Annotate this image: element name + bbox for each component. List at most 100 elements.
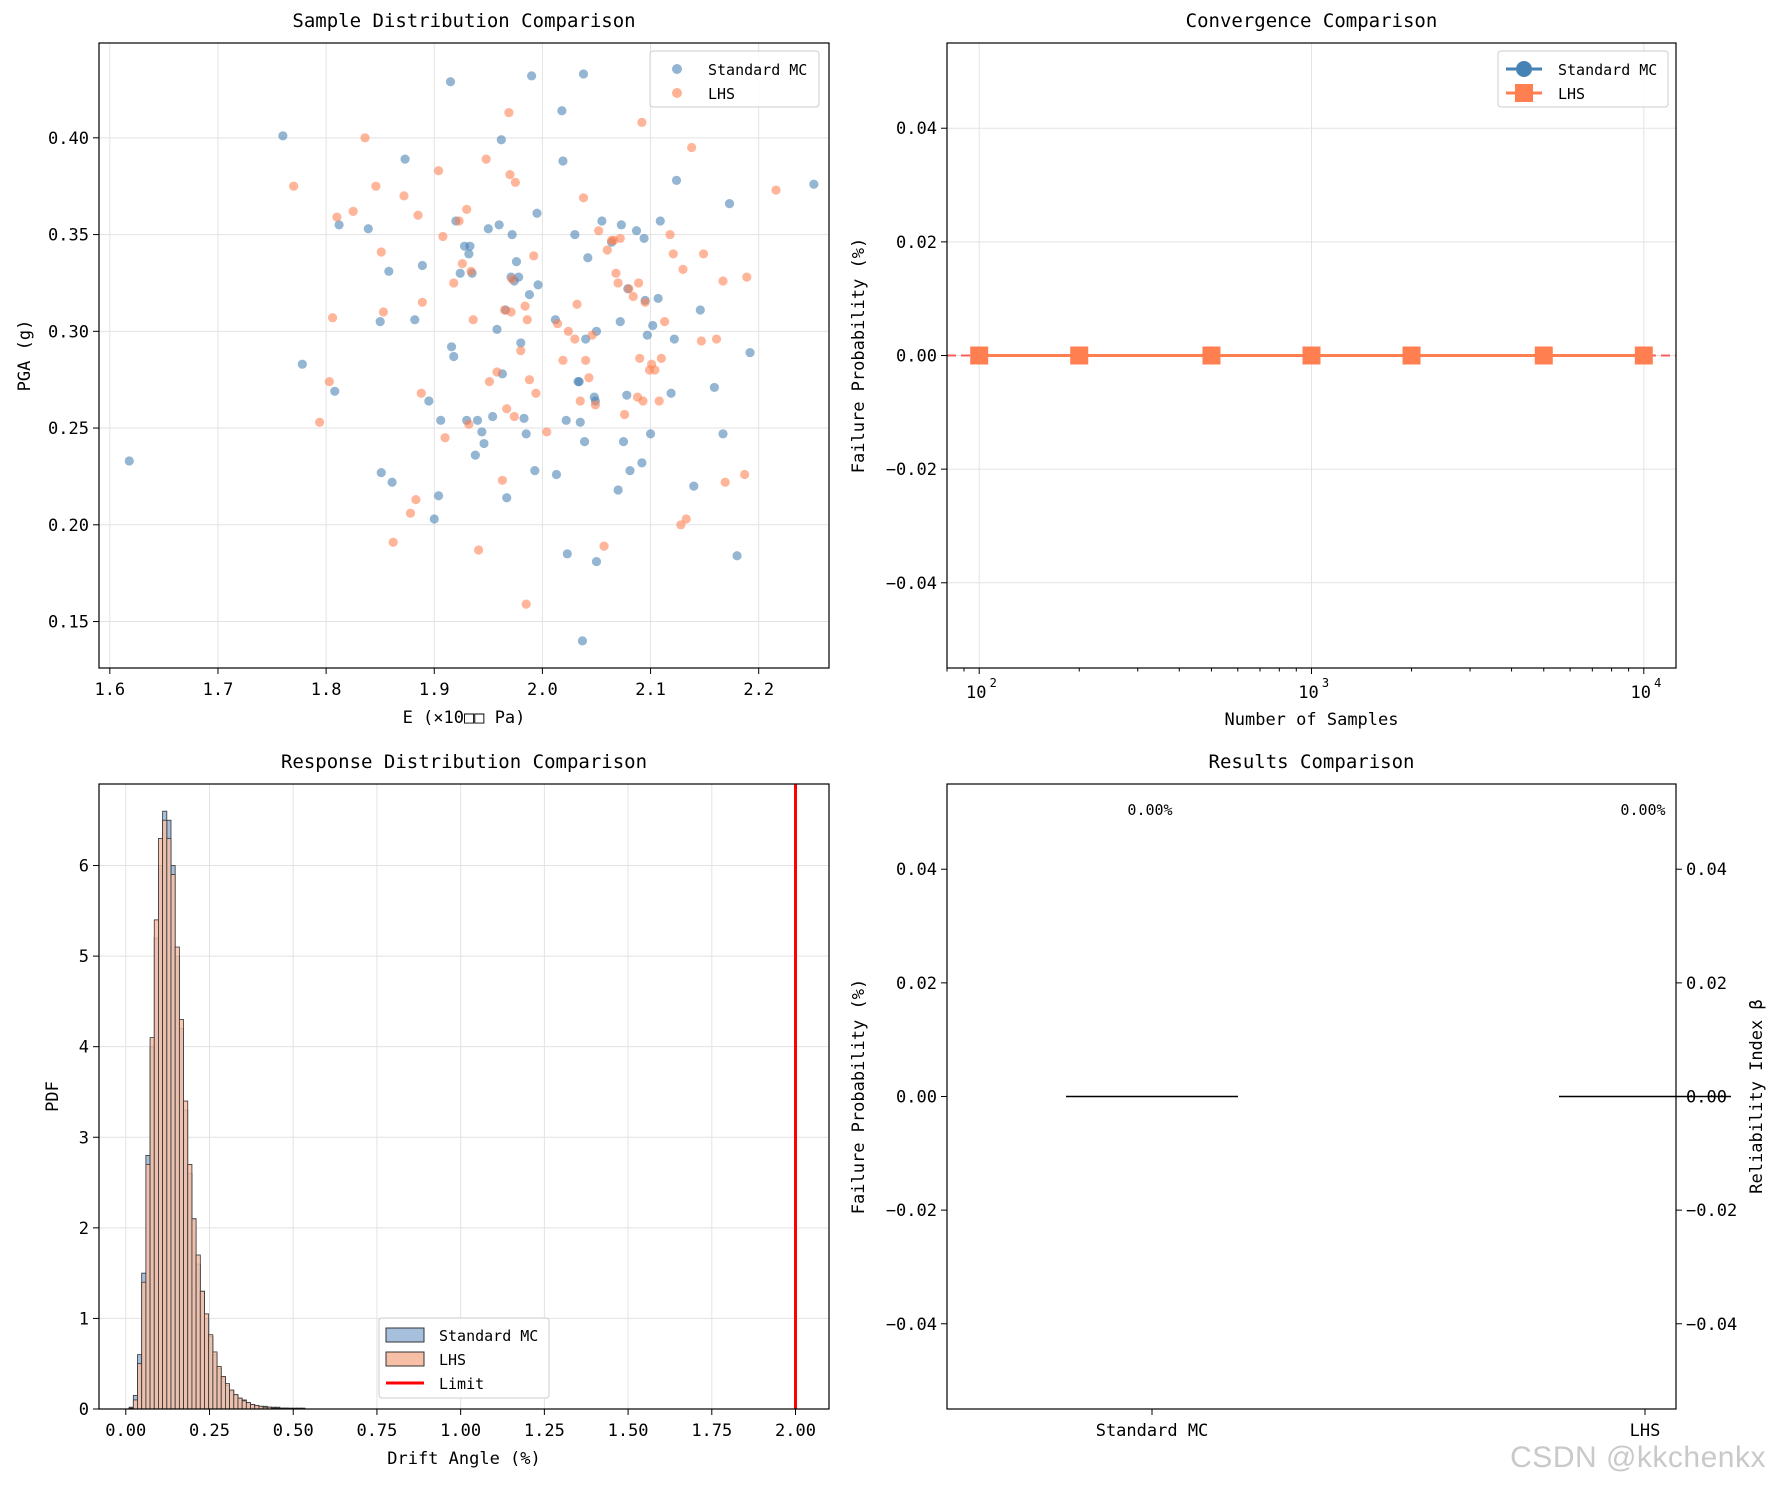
hist-bar-lhs (141, 1281, 147, 1410)
scatter-point-lhs (464, 419, 474, 429)
hist-bar-lhs (162, 819, 168, 1410)
hist-bar-lhs (187, 1164, 193, 1410)
scatter-ytick-label: 0.40 (48, 129, 89, 149)
hist-bar-lhs (216, 1366, 222, 1410)
scatter-point-lhs (654, 396, 664, 406)
hist-xtick-label: 1.00 (440, 1421, 481, 1441)
scatter-point-mc (519, 413, 529, 423)
hist-legend-swatch (385, 1351, 425, 1367)
scatter-point-lhs (481, 154, 491, 164)
results-xtick-label: LHS (1630, 1421, 1661, 1441)
scatter-legend-marker (672, 64, 682, 74)
scatter-point-mc (384, 266, 394, 276)
scatter-point-mc (625, 466, 635, 476)
scatter-point-mc (583, 253, 593, 263)
hist-bar-lhs (191, 1218, 197, 1410)
scatter-point-mc (472, 415, 483, 425)
scatter-point-lhs (510, 177, 520, 187)
scatter-point-lhs (332, 212, 342, 222)
scatter-point-mc (526, 71, 537, 81)
scatter-xtick-label: 1.8 (311, 680, 342, 700)
scatter-point-mc (579, 437, 590, 447)
results-ytick-right-label: 0.02 (1686, 974, 1727, 994)
scatter-ytick-label: 0.25 (48, 419, 89, 439)
scatter-point-lhs (328, 313, 338, 323)
hist-ytick-label: 2 (79, 1219, 89, 1239)
scatter-point-lhs (742, 272, 752, 282)
hist-legend-label: Standard MC (439, 1327, 538, 1345)
results-value-label: 0.00% (1127, 801, 1172, 819)
scatter-xtick-label: 1.6 (94, 680, 125, 700)
hist-axes-frame (98, 783, 830, 1410)
scatter-point-lhs (594, 226, 604, 236)
conv-marker-lhs (1634, 346, 1653, 365)
hist-bar-lhs (149, 1037, 155, 1410)
conv-ytick-label: 0.04 (896, 119, 937, 139)
scatter-point-lhs (360, 133, 370, 143)
scatter-point-mc (400, 154, 410, 164)
scatter-point-lhs (542, 427, 552, 437)
conv-title: Convergence Comparison (1186, 10, 1438, 32)
scatter-point-mc (558, 156, 568, 166)
scatter-point-mc (645, 429, 656, 439)
hist-bar-lhs (250, 1404, 256, 1410)
scatter-point-mc (809, 179, 819, 189)
scatter-point-mc (433, 491, 444, 501)
scatter-point-lhs (449, 278, 459, 288)
results-ytick-label: −0.02 (886, 1201, 937, 1221)
conv-legend-marker (1516, 61, 1532, 77)
scatter-ytick-label: 0.20 (48, 516, 89, 536)
scatter-point-mc (637, 458, 647, 468)
hist-bar-lhs (153, 919, 159, 1410)
scatter-point-mc (278, 131, 288, 141)
scatter-xtick-label: 2.2 (743, 680, 774, 700)
scatter-xtick-label: 1.7 (203, 680, 234, 700)
scatter-point-lhs (584, 373, 594, 383)
hist-ytick-label: 6 (79, 857, 89, 877)
scatter-point-lhs (578, 193, 589, 203)
hist-xtick-label: 1.75 (691, 1421, 732, 1441)
hist-bar-lhs (170, 874, 176, 1410)
hist-ytick-label: 0 (79, 1400, 89, 1420)
scatter-point-lhs (440, 433, 450, 443)
scatter-xtick-label: 2.0 (527, 680, 558, 700)
scatter-point-lhs (504, 108, 514, 118)
scatter-point-lhs (438, 231, 448, 242)
hist-bar-lhs (208, 1334, 214, 1410)
scatter-point-lhs (660, 317, 670, 327)
scatter-point-mc (496, 135, 506, 145)
scatter-xlabel: E (×10□□ Pa) (403, 708, 526, 728)
scatter-point-mc (363, 224, 373, 234)
scatter-point-mc (511, 257, 522, 267)
hist-bar-lhs (195, 1254, 201, 1410)
scatter-point-mc (695, 305, 705, 315)
scatter-point-lhs (628, 291, 638, 302)
scatter-point-mc (502, 493, 512, 503)
scatter-point-lhs (587, 330, 597, 340)
scatter-point-lhs (468, 315, 478, 325)
hist-bar-lhs (199, 1290, 205, 1410)
scatter-point-mc (577, 636, 588, 646)
scatter-point-mc (483, 224, 493, 234)
hist-ytick-label: 3 (79, 1128, 89, 1148)
scatter-point-lhs (454, 216, 464, 226)
scatter-point-lhs (572, 299, 582, 309)
scatter-point-lhs (492, 367, 502, 377)
results-ytick-label: 0.00 (896, 1088, 937, 1108)
scatter-point-mc (653, 293, 663, 304)
scatter-point-mc (689, 481, 699, 491)
scatter-point-mc (648, 320, 658, 331)
scatter-point-lhs (678, 264, 688, 274)
hist-title: Response Distribution Comparison (281, 751, 647, 773)
scatter-point-lhs (552, 318, 563, 329)
hist-bar-lhs (212, 1351, 218, 1410)
hist-bar-lhs (225, 1383, 230, 1410)
scatter-point-lhs (635, 353, 645, 364)
scatter-point-lhs (507, 274, 517, 284)
hist-bar-lhs (166, 837, 172, 1410)
results-title: Results Comparison (1209, 751, 1415, 773)
conv-marker-lhs (1534, 346, 1553, 365)
scatter-point-lhs (681, 514, 691, 524)
scatter-legend-marker (672, 88, 682, 98)
